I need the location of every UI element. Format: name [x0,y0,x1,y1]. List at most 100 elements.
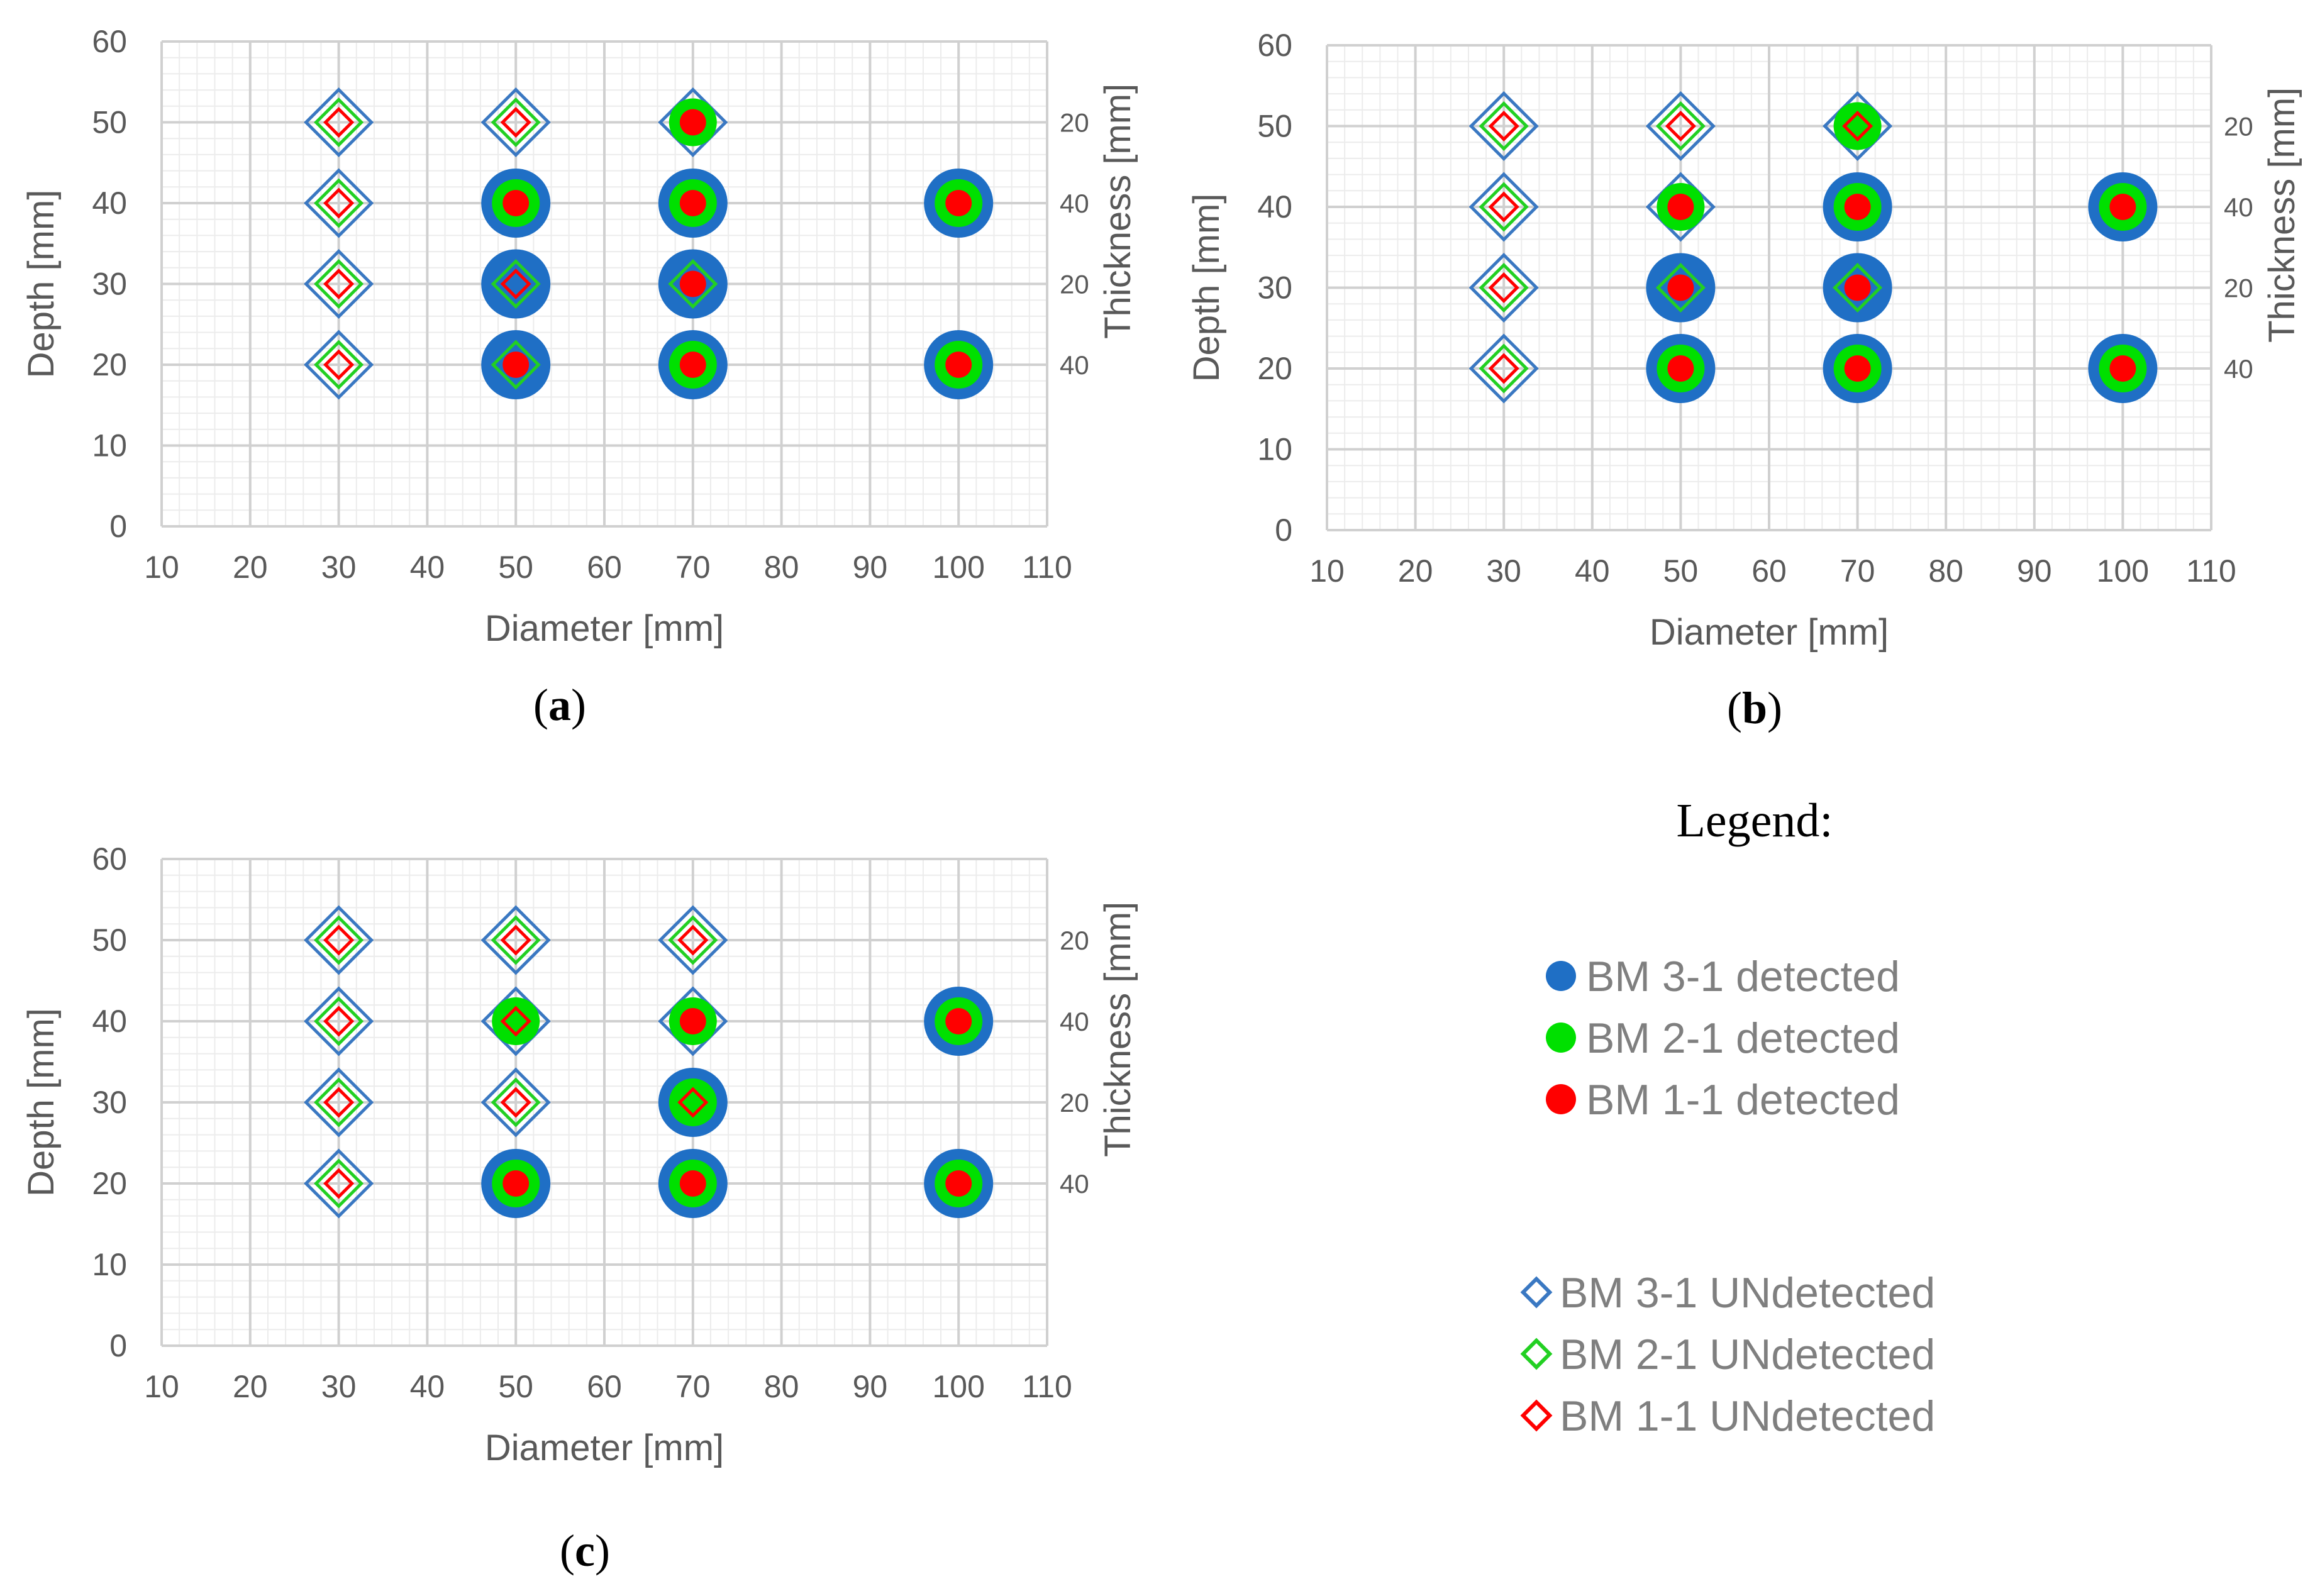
marker-bm11-undetected [1488,191,1519,223]
y-tick-label: 20 [92,1166,127,1201]
marker-bm21-undetected [314,97,364,148]
marker-bm11-undetected [1488,353,1519,384]
y-tick-label: 0 [109,509,127,544]
panel-label: (b) [1727,683,1782,733]
y2-tick-label: 20 [1060,926,1089,955]
x-tick-label: 90 [2017,553,2052,589]
data-point-50-40 [480,986,551,1056]
x-tick-label: 20 [233,550,268,585]
marker-bm31-undetected [1468,91,1539,162]
marker-bm21-undetected [668,258,718,309]
marker-bm31-undetected [304,330,374,400]
y-tick-label: 30 [92,267,127,302]
marker-bm11-undetected [677,1087,709,1118]
x-tick-label: 40 [1575,553,1610,589]
marker-bm11-detected [945,1008,972,1034]
marker-bm21-undetected [1833,262,1883,313]
y2-tick-label: 20 [1060,270,1089,299]
x-tick-label: 40 [410,550,445,585]
marker-bm21-detected [492,997,540,1045]
marker-bm31-undetected [304,248,374,319]
y2-tick-label: 20 [2224,274,2253,303]
marker-bm11-undetected [323,924,355,956]
marker-bm31-undetected [480,1067,551,1138]
marker-bm11-detected [2109,355,2136,382]
y2-tick-label: 40 [1060,189,1089,218]
y2-axis-title: Thickness [mm] [2262,87,2302,343]
x-tick-label: 90 [853,1369,888,1404]
x-tick-label: 60 [1751,553,1787,589]
x-axis-title: Diameter [mm] [485,1427,724,1468]
data-point-50-40 [1645,172,1716,242]
marker-bm31-undetected [658,87,728,158]
data-point-50-50 [480,87,551,158]
data-point-30-50 [304,87,374,158]
marker-bm11-undetected [500,106,531,138]
marker-bm11-detected [1667,274,1694,301]
data-point-50-20 [481,330,551,399]
marker-bm31-undetected [1468,172,1539,242]
marker-bm21-undetected [314,258,364,309]
y2-axis-title: Thickness [mm] [1097,902,1138,1157]
y-tick-label: 20 [92,347,127,382]
y2-tick-label: 40 [2224,354,2253,384]
marker-bm11-undetected [323,268,355,300]
data-point-100-20 [924,1149,994,1218]
marker-bm11-undetected [323,1006,355,1037]
marker-bm11-undetected [323,1168,355,1199]
marker-bm21-undetected [314,1077,364,1128]
marker-bm11-undetected [1842,110,1873,142]
y2-tick-label: 40 [1060,350,1089,380]
x-tick-label: 60 [587,1369,622,1404]
marker-bm11-undetected [1665,110,1696,142]
data-point-70-20 [658,1149,728,1218]
y2-tick-label: 20 [1060,108,1089,138]
x-tick-label: 20 [1398,553,1433,589]
marker-bm11-detected [679,109,706,136]
data-point-30-30 [304,248,374,319]
x-tick-label: 50 [1663,553,1699,589]
x-tick-label: 110 [2186,553,2236,589]
marker-bm11-undetected [677,924,709,956]
marker-bm31-undetected [658,986,728,1056]
x-tick-label: 80 [764,550,799,585]
marker-bm11-undetected [1488,272,1519,304]
data-point-50-20 [1646,334,1716,403]
x-tick-label: 50 [498,1369,533,1404]
y-tick-label: 30 [1257,270,1292,306]
data-point-30-40 [1468,172,1539,242]
y2-tick-label: 40 [1060,1169,1089,1199]
marker-bm11-detected [1844,274,1871,301]
data-point-100-40 [924,169,994,238]
x-tick-label: 40 [410,1369,445,1404]
x-tick-label: 100 [932,550,984,585]
marker-bm21-undetected [314,1158,364,1209]
data-point-30-40 [304,986,374,1056]
data-point-70-40 [1823,172,1892,241]
marker-bm21-undetected [1479,101,1529,152]
marker-bm21-undetected [491,97,541,148]
data-point-70-20 [1823,334,1892,403]
marker-bm21-undetected [1655,101,1706,152]
data-point-70-40 [658,986,728,1056]
marker-bm21-undetected [491,1077,541,1128]
legend-undetected-bm11-marker [1520,1399,1553,1432]
marker-bm11-detected [679,190,706,216]
marker-bm31-undetected [1645,172,1716,242]
x-axis-title: Diameter [mm] [485,608,724,649]
marker-bm31-undetected [304,905,374,975]
marker-bm31-undetected [480,87,551,158]
marker-bm21-undetected [491,258,541,309]
y-tick-label: 0 [109,1328,127,1363]
data-point-30-30 [304,1067,374,1138]
marker-bm21-undetected [314,915,364,965]
marker-bm21-detected [1833,102,1882,150]
legend-title: Legend: [1676,794,1833,847]
marker-bm31-undetected [1468,252,1539,323]
y-tick-label: 20 [1257,351,1292,386]
marker-bm11-undetected [323,187,355,219]
data-point-50-50 [1645,91,1716,162]
x-tick-label: 10 [144,1369,179,1404]
marker-bm21-undetected [314,996,364,1046]
marker-bm31-undetected [1468,333,1539,404]
